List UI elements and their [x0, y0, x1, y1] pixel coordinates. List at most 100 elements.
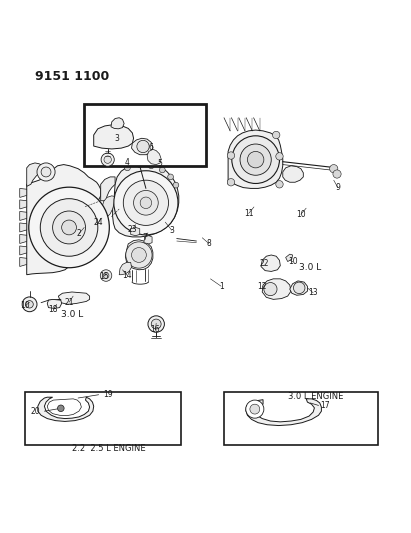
Polygon shape: [20, 200, 27, 209]
Circle shape: [232, 136, 279, 183]
Polygon shape: [111, 118, 124, 129]
Circle shape: [240, 144, 271, 175]
Circle shape: [58, 405, 64, 411]
Circle shape: [103, 273, 109, 278]
Bar: [224, 392, 378, 445]
Circle shape: [140, 197, 152, 208]
Circle shape: [148, 163, 154, 168]
Bar: [25, 392, 181, 445]
Text: 15: 15: [99, 272, 109, 281]
Circle shape: [151, 319, 161, 329]
Circle shape: [173, 182, 179, 188]
Polygon shape: [119, 262, 132, 274]
Polygon shape: [94, 125, 134, 149]
Text: 13: 13: [308, 288, 318, 297]
Circle shape: [132, 248, 146, 262]
Text: 10: 10: [21, 301, 30, 310]
Circle shape: [330, 165, 338, 173]
Circle shape: [272, 131, 280, 139]
Polygon shape: [38, 397, 94, 422]
Text: 3.0 L: 3.0 L: [61, 311, 83, 319]
Circle shape: [250, 404, 260, 414]
Polygon shape: [58, 292, 90, 304]
Polygon shape: [20, 257, 27, 266]
Circle shape: [227, 179, 235, 186]
Circle shape: [125, 165, 130, 171]
Polygon shape: [246, 399, 321, 425]
Circle shape: [246, 400, 264, 418]
Polygon shape: [101, 196, 115, 219]
Polygon shape: [283, 166, 303, 182]
Text: 6: 6: [149, 143, 154, 152]
Polygon shape: [132, 138, 153, 155]
Circle shape: [134, 190, 158, 215]
Circle shape: [126, 242, 152, 268]
Circle shape: [227, 152, 235, 159]
Circle shape: [114, 171, 178, 235]
Polygon shape: [101, 177, 115, 201]
Polygon shape: [125, 240, 153, 270]
Text: 20: 20: [30, 407, 40, 416]
Text: 17: 17: [320, 401, 329, 410]
Text: 18: 18: [48, 305, 58, 314]
Circle shape: [104, 156, 111, 163]
Circle shape: [333, 170, 341, 178]
Circle shape: [26, 301, 33, 308]
Text: 2.2  2.5 L ENGINE: 2.2 2.5 L ENGINE: [72, 443, 145, 453]
Polygon shape: [47, 300, 62, 309]
Circle shape: [276, 152, 283, 160]
Polygon shape: [47, 399, 81, 416]
Circle shape: [40, 199, 98, 256]
Circle shape: [37, 163, 55, 181]
Text: 7: 7: [142, 233, 147, 242]
Polygon shape: [290, 281, 307, 295]
Circle shape: [247, 151, 264, 168]
Text: 10: 10: [296, 210, 306, 219]
Polygon shape: [20, 223, 27, 232]
Circle shape: [264, 282, 277, 296]
Text: 21: 21: [64, 298, 74, 307]
Text: 3.0 L ENGINE: 3.0 L ENGINE: [288, 392, 343, 401]
Text: 11: 11: [244, 209, 254, 218]
Text: 22: 22: [259, 259, 269, 268]
Circle shape: [100, 270, 112, 281]
Circle shape: [148, 316, 164, 332]
Text: 23: 23: [127, 224, 137, 233]
Polygon shape: [228, 130, 283, 188]
Polygon shape: [147, 149, 161, 165]
Polygon shape: [20, 188, 27, 197]
Text: 10: 10: [288, 257, 298, 266]
Circle shape: [22, 297, 37, 312]
Text: 24: 24: [93, 219, 103, 228]
Polygon shape: [262, 279, 291, 300]
Circle shape: [53, 211, 85, 244]
Circle shape: [62, 220, 76, 235]
Circle shape: [101, 153, 114, 166]
Circle shape: [137, 161, 143, 167]
Polygon shape: [286, 254, 293, 262]
Polygon shape: [144, 236, 152, 244]
Circle shape: [41, 167, 51, 177]
Circle shape: [168, 174, 173, 180]
Polygon shape: [20, 246, 27, 255]
Text: 19: 19: [104, 390, 113, 399]
Text: 8: 8: [206, 239, 211, 248]
Circle shape: [159, 167, 165, 173]
Polygon shape: [27, 165, 101, 274]
Text: 4: 4: [124, 158, 129, 167]
Bar: [84, 104, 206, 166]
Polygon shape: [27, 163, 45, 187]
Text: 3: 3: [169, 226, 174, 235]
Polygon shape: [20, 235, 27, 244]
Circle shape: [276, 181, 283, 188]
Text: 16: 16: [150, 325, 160, 334]
Text: 9151 1100: 9151 1100: [35, 70, 109, 83]
Text: 2: 2: [76, 229, 81, 238]
Polygon shape: [113, 164, 179, 237]
Text: 12: 12: [257, 282, 267, 291]
Circle shape: [137, 140, 149, 152]
Text: 14: 14: [122, 271, 132, 280]
Polygon shape: [261, 255, 280, 271]
Circle shape: [29, 187, 109, 268]
Circle shape: [293, 282, 305, 294]
